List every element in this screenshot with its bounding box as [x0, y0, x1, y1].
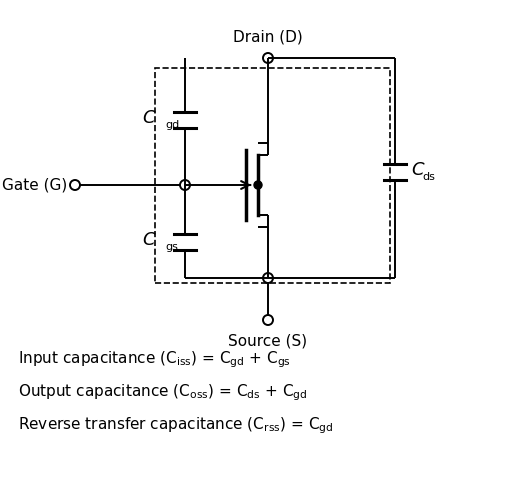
Text: gs: gs	[165, 242, 178, 252]
Text: Gate (G): Gate (G)	[2, 177, 67, 192]
Text: ds: ds	[422, 172, 435, 182]
Text: C: C	[143, 231, 155, 249]
Circle shape	[254, 181, 262, 189]
Text: C: C	[143, 109, 155, 127]
Text: Output capacitance (C$_{\mathregular{oss}}$) = C$_{\mathregular{ds}}$ + C$_{\mat: Output capacitance (C$_{\mathregular{oss…	[18, 383, 307, 403]
Bar	[155, 68, 390, 283]
Text: Input capacitance (C$_{\mathregular{iss}}$) = C$_{\mathregular{gd}}$ + C$_{\math: Input capacitance (C$_{\mathregular{iss}…	[18, 350, 291, 370]
Text: C: C	[411, 161, 424, 179]
Text: gd: gd	[165, 120, 179, 130]
Text: Drain (D): Drain (D)	[233, 29, 303, 44]
Text: Reverse transfer capacitance (C$_{\mathregular{rss}}$) = C$_{\mathregular{gd}}$: Reverse transfer capacitance (C$_{\mathr…	[18, 416, 334, 436]
Text: Source (S): Source (S)	[229, 334, 307, 349]
